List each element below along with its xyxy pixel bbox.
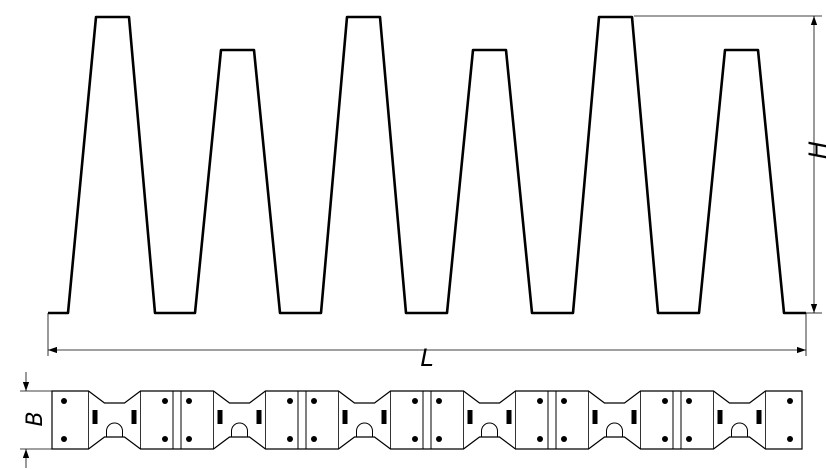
plan-rivet (787, 398, 793, 404)
plan-rivet (662, 398, 668, 404)
elevation-view (48, 17, 806, 313)
plan-slot (343, 410, 348, 424)
plan-rivet (537, 398, 543, 404)
plan-rivet (61, 398, 67, 404)
plan-rivet (311, 398, 317, 404)
plan-rivet (787, 436, 793, 442)
plan-rivet (537, 436, 543, 442)
plan-slot (382, 410, 387, 424)
plan-rivet (61, 436, 67, 442)
height-dimension: H (634, 16, 827, 313)
plan-rivet (686, 398, 692, 404)
plan-rivet (311, 436, 317, 442)
plan-rivet (561, 398, 567, 404)
width-dimension: B (20, 372, 52, 468)
plan-slot (132, 410, 137, 424)
plan-slot (757, 410, 762, 424)
plan-rivet (412, 398, 418, 404)
plan-rivet (686, 436, 692, 442)
height-label: H (804, 141, 827, 159)
rib-profile (48, 17, 806, 313)
plan-slot (507, 410, 512, 424)
plan-arch-cutout (232, 423, 248, 437)
plan-slot (218, 410, 223, 424)
plan-rivet (287, 436, 293, 442)
plan-rivet (436, 436, 442, 442)
plan-slot (632, 410, 637, 424)
plan-arch-cutout (107, 423, 123, 437)
plan-arch-cutout (482, 423, 498, 437)
plan-slot (468, 410, 473, 424)
plan-view (52, 391, 802, 449)
plan-rivet (287, 398, 293, 404)
plan-rivet (662, 436, 668, 442)
plan-slot (257, 410, 262, 424)
length-dimension: L (48, 313, 806, 372)
plan-slot (93, 410, 98, 424)
plan-rivet (436, 398, 442, 404)
plan-rivet (162, 398, 168, 404)
plan-arch-cutout (357, 423, 373, 437)
plan-slot (593, 410, 598, 424)
plan-rivet (186, 436, 192, 442)
plan-rivet (186, 398, 192, 404)
plan-slot (718, 410, 723, 424)
width-label: B (23, 411, 48, 426)
plan-rivet (561, 436, 567, 442)
plan-arch-cutout (607, 423, 623, 437)
plan-rivet (412, 436, 418, 442)
length-label: L (420, 344, 433, 372)
plan-arch-cutout (732, 423, 748, 437)
plan-rivet (162, 436, 168, 442)
